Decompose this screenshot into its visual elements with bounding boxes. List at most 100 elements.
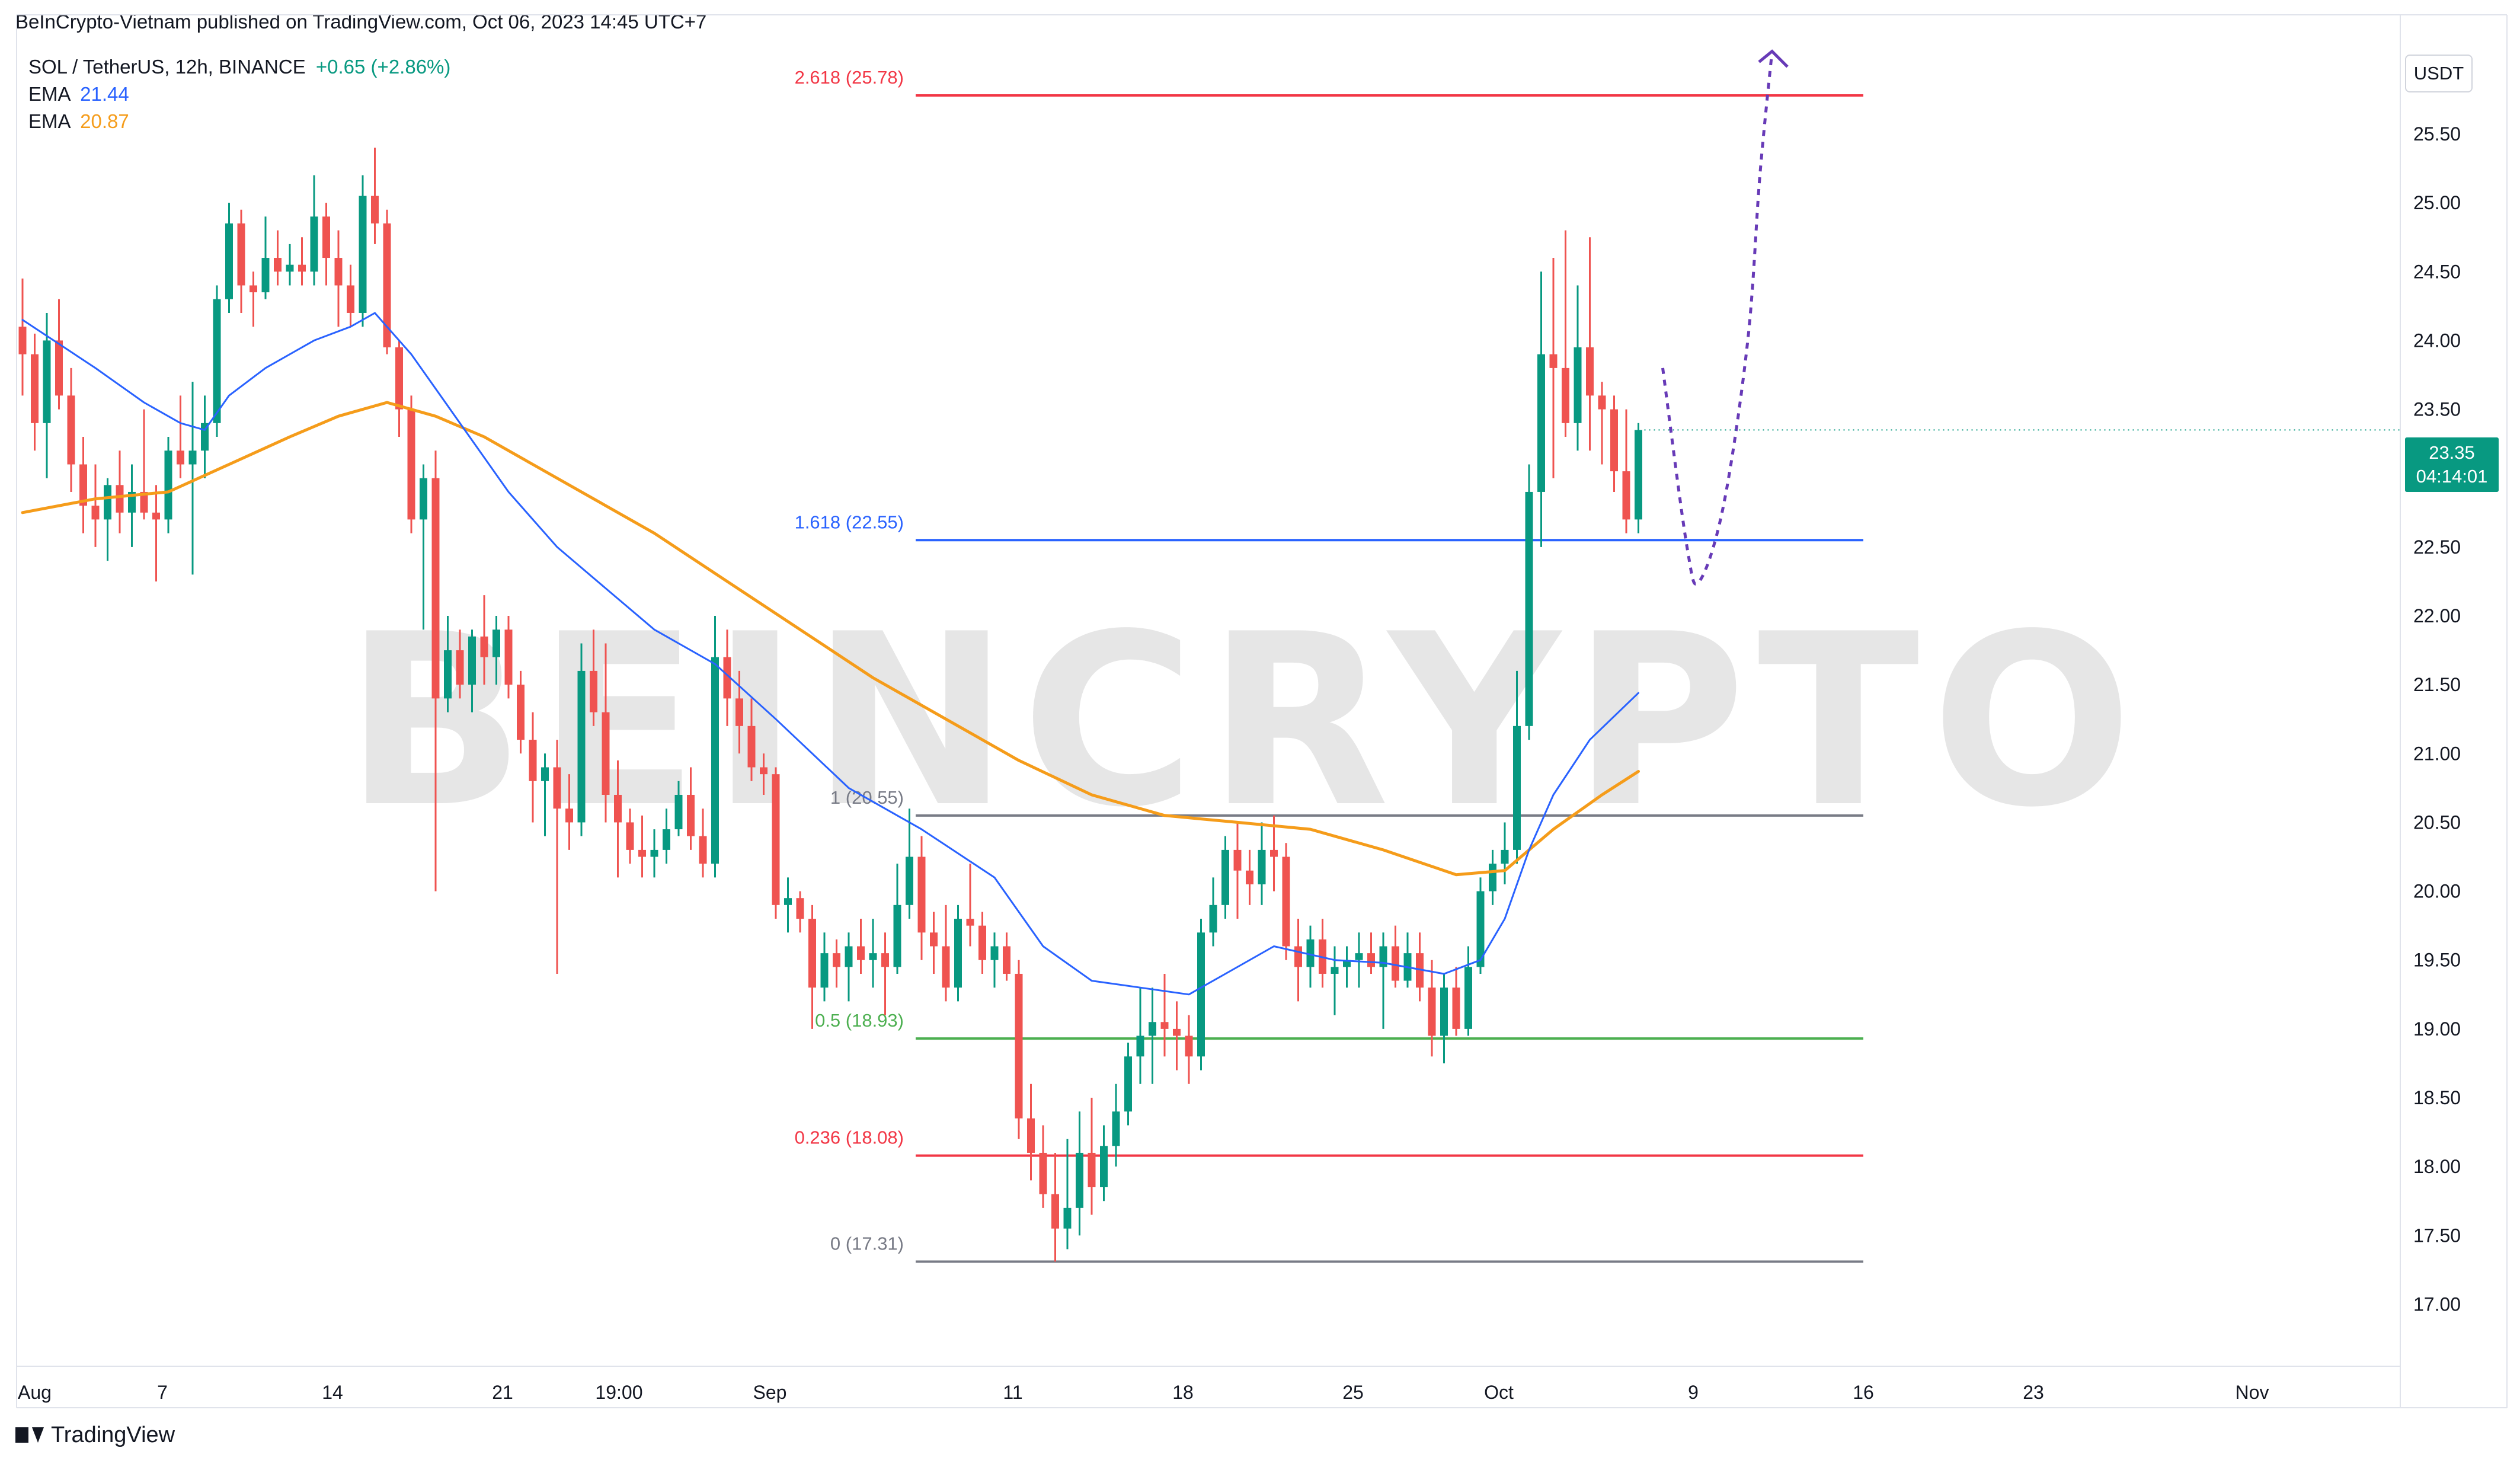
candle	[1622, 409, 1630, 533]
candle-body	[1562, 367, 1569, 423]
candle	[820, 932, 829, 1002]
ema-fast-label: EMA	[28, 83, 71, 105]
price-tick-label: 18.50	[2413, 1087, 2461, 1108]
candle	[796, 891, 804, 933]
candle-body	[553, 767, 561, 809]
candle-body	[18, 327, 27, 354]
candle	[723, 629, 731, 726]
candle-body	[188, 450, 197, 465]
candle	[917, 836, 926, 960]
symbol-row[interactable]: SOL / TetherUS, 12h, BINANCE +0.65 (+2.8…	[28, 53, 450, 81]
candle-body	[250, 285, 257, 293]
candle	[869, 919, 877, 988]
candle	[954, 905, 962, 1002]
candle-body	[1051, 1194, 1059, 1229]
time-tick-label: 11	[1003, 1382, 1022, 1403]
fib-level-label: 0.5 (18.93)	[815, 1010, 904, 1031]
price-tick-label: 25.50	[2413, 123, 2461, 145]
candle-body	[1136, 1035, 1144, 1057]
candle-body	[383, 223, 391, 348]
tradingview-logo-icon	[15, 1427, 45, 1444]
candle	[1343, 946, 1351, 988]
candle	[930, 912, 938, 974]
ema-slow-row[interactable]: EMA 20.87	[28, 108, 450, 135]
candle	[67, 367, 75, 492]
candle-body	[1294, 946, 1302, 967]
candle	[1039, 1125, 1047, 1208]
price-tick-label: 23.50	[2413, 399, 2461, 420]
candle	[687, 767, 695, 850]
candle-body	[954, 919, 962, 988]
candle-body	[1428, 987, 1436, 1036]
candle	[1100, 1125, 1108, 1201]
candle	[1392, 925, 1399, 988]
candle-body	[541, 767, 549, 781]
candle-body	[699, 836, 707, 864]
candle	[747, 698, 756, 781]
time-tick-label: 7	[157, 1382, 168, 1403]
candle-body	[1233, 849, 1242, 871]
candle-body	[614, 794, 622, 823]
candle-body	[431, 478, 440, 699]
time-tick-label: 14	[322, 1382, 343, 1403]
candle	[711, 616, 719, 878]
candle	[784, 877, 792, 933]
candle	[1185, 1015, 1193, 1084]
candle-body	[590, 670, 597, 712]
candle-body	[1270, 849, 1278, 857]
candle-body	[456, 650, 464, 685]
candle	[517, 670, 525, 754]
candle	[250, 271, 257, 327]
candle	[577, 643, 586, 836]
ema-slow-value: 20.87	[80, 110, 129, 132]
candle-body	[735, 698, 743, 726]
candle-body	[1003, 946, 1010, 974]
candle-body	[1221, 849, 1229, 905]
time-tick-label: 18	[1172, 1382, 1194, 1403]
candle-body	[1525, 491, 1533, 726]
candle	[1294, 919, 1302, 1002]
candle	[31, 333, 39, 451]
candle-body	[164, 450, 172, 520]
candle	[1525, 464, 1533, 740]
candle	[674, 781, 683, 836]
candle	[808, 905, 816, 1029]
candle	[431, 450, 440, 891]
candle-body	[261, 258, 270, 293]
candle	[128, 464, 136, 547]
candle-body	[517, 685, 525, 740]
candle	[395, 340, 403, 437]
candle	[1549, 258, 1558, 478]
candle	[79, 437, 87, 533]
candle	[1306, 925, 1315, 988]
currency-button[interactable]: USDT	[2405, 55, 2473, 92]
candle-body	[493, 629, 500, 657]
fib-level-label: 0 (17.31)	[830, 1233, 904, 1254]
candle-body	[1112, 1111, 1120, 1146]
candle-body	[1537, 354, 1545, 492]
candle-body	[1306, 939, 1315, 967]
candle	[1501, 822, 1509, 884]
candle	[1440, 973, 1448, 1063]
candle-body	[334, 258, 343, 286]
candle-body	[359, 196, 367, 313]
candle	[1331, 946, 1339, 1015]
candle	[347, 264, 354, 327]
fib-level-label: 0.236 (18.08)	[795, 1127, 904, 1148]
candle	[1136, 987, 1144, 1084]
candle-body	[79, 464, 87, 506]
candle	[18, 278, 27, 396]
ema-fast-row[interactable]: EMA 21.44	[28, 81, 450, 108]
candle	[164, 437, 172, 533]
tradingview-logo[interactable]: TradingView	[15, 1423, 175, 1448]
price-tick-label: 19.50	[2413, 950, 2461, 971]
candle-body	[128, 491, 136, 513]
price-tick-label: 20.50	[2413, 811, 2461, 833]
price-tick-label: 21.00	[2413, 743, 2461, 764]
candle	[553, 740, 561, 974]
candle	[371, 148, 379, 244]
candle	[359, 175, 367, 327]
price-tick-label: 17.50	[2413, 1225, 2461, 1246]
